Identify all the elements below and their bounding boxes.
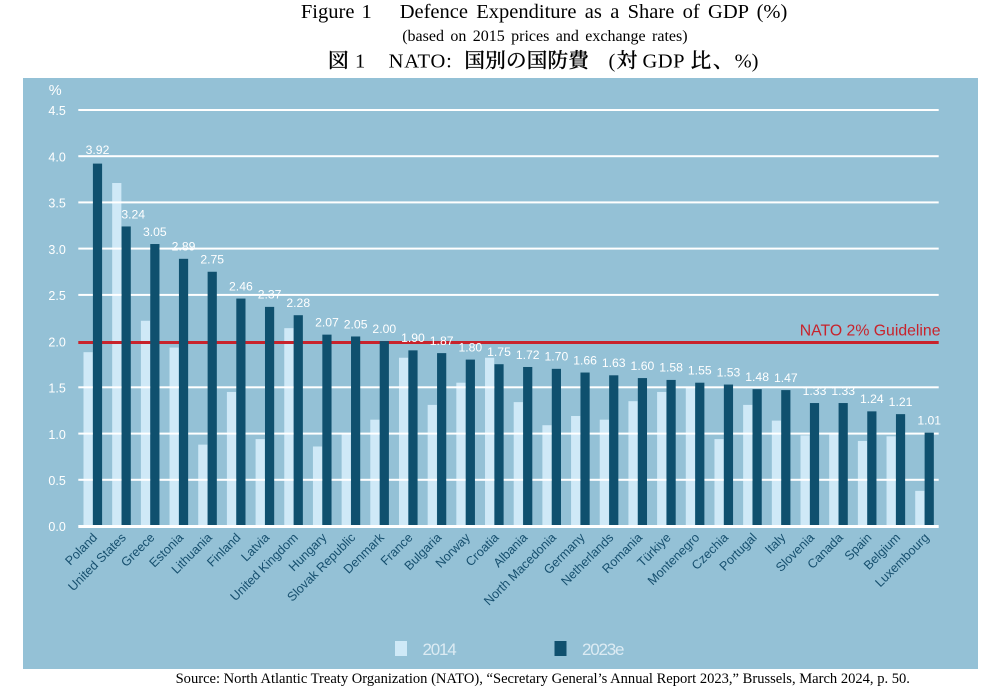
svg-text:1.21: 1.21 [889,394,913,408]
svg-text:2.05: 2.05 [344,317,368,331]
svg-text:1.75: 1.75 [487,345,511,359]
svg-text:3.92: 3.92 [86,143,110,157]
svg-text:2.28: 2.28 [286,296,310,310]
svg-text:NATO:: NATO: [389,51,453,73]
svg-text:0.5: 0.5 [48,474,65,488]
svg-text:(: ( [609,51,616,73]
svg-text:2.0: 2.0 [48,335,65,349]
svg-text:1.87: 1.87 [430,333,454,347]
svg-text:1.60: 1.60 [631,358,655,372]
svg-text:2.5: 2.5 [48,289,65,303]
svg-text:1.90: 1.90 [401,331,425,345]
svg-text:2014: 2014 [423,640,457,659]
svg-text:1: 1 [355,51,365,73]
svg-text:3.24: 3.24 [121,207,145,221]
svg-text:1.72: 1.72 [516,347,540,361]
svg-text:2.75: 2.75 [200,252,224,266]
svg-text:NATO 2% Guideline: NATO 2% Guideline [800,322,941,339]
svg-text:4.0: 4.0 [48,150,65,164]
svg-text:1.80: 1.80 [458,340,482,354]
svg-text:1.63: 1.63 [602,356,626,370]
svg-text:1.47: 1.47 [774,370,798,384]
svg-text:GDP: GDP [643,51,686,73]
svg-text:3.05: 3.05 [143,224,167,238]
svg-text:0.0: 0.0 [48,520,65,534]
svg-text:4.5: 4.5 [48,104,65,118]
svg-text:2023e: 2023e [582,640,624,659]
svg-text:3.5: 3.5 [48,196,65,210]
svg-text:1.0: 1.0 [48,427,65,441]
svg-text:1.33: 1.33 [831,383,855,397]
svg-text:1.58: 1.58 [659,360,683,374]
svg-text:1.70: 1.70 [545,349,569,363]
svg-text:1.5: 1.5 [48,381,65,395]
svg-text:1.55: 1.55 [688,363,712,377]
svg-text:1.01: 1.01 [917,413,941,427]
svg-text:1.33: 1.33 [803,383,827,397]
svg-text:2.37: 2.37 [258,287,282,301]
svg-text:1.48: 1.48 [745,369,769,383]
svg-text:%): %) [735,51,759,73]
svg-text:2.46: 2.46 [229,279,253,293]
svg-text:1.53: 1.53 [717,365,741,379]
svg-text:1.66: 1.66 [573,353,597,367]
svg-text:2.07: 2.07 [315,315,339,329]
svg-text:3.0: 3.0 [48,242,65,256]
svg-text:1.24: 1.24 [860,392,884,406]
svg-text:%: % [49,82,62,98]
svg-text:2.89: 2.89 [172,239,196,253]
svg-text:2.00: 2.00 [372,321,396,335]
